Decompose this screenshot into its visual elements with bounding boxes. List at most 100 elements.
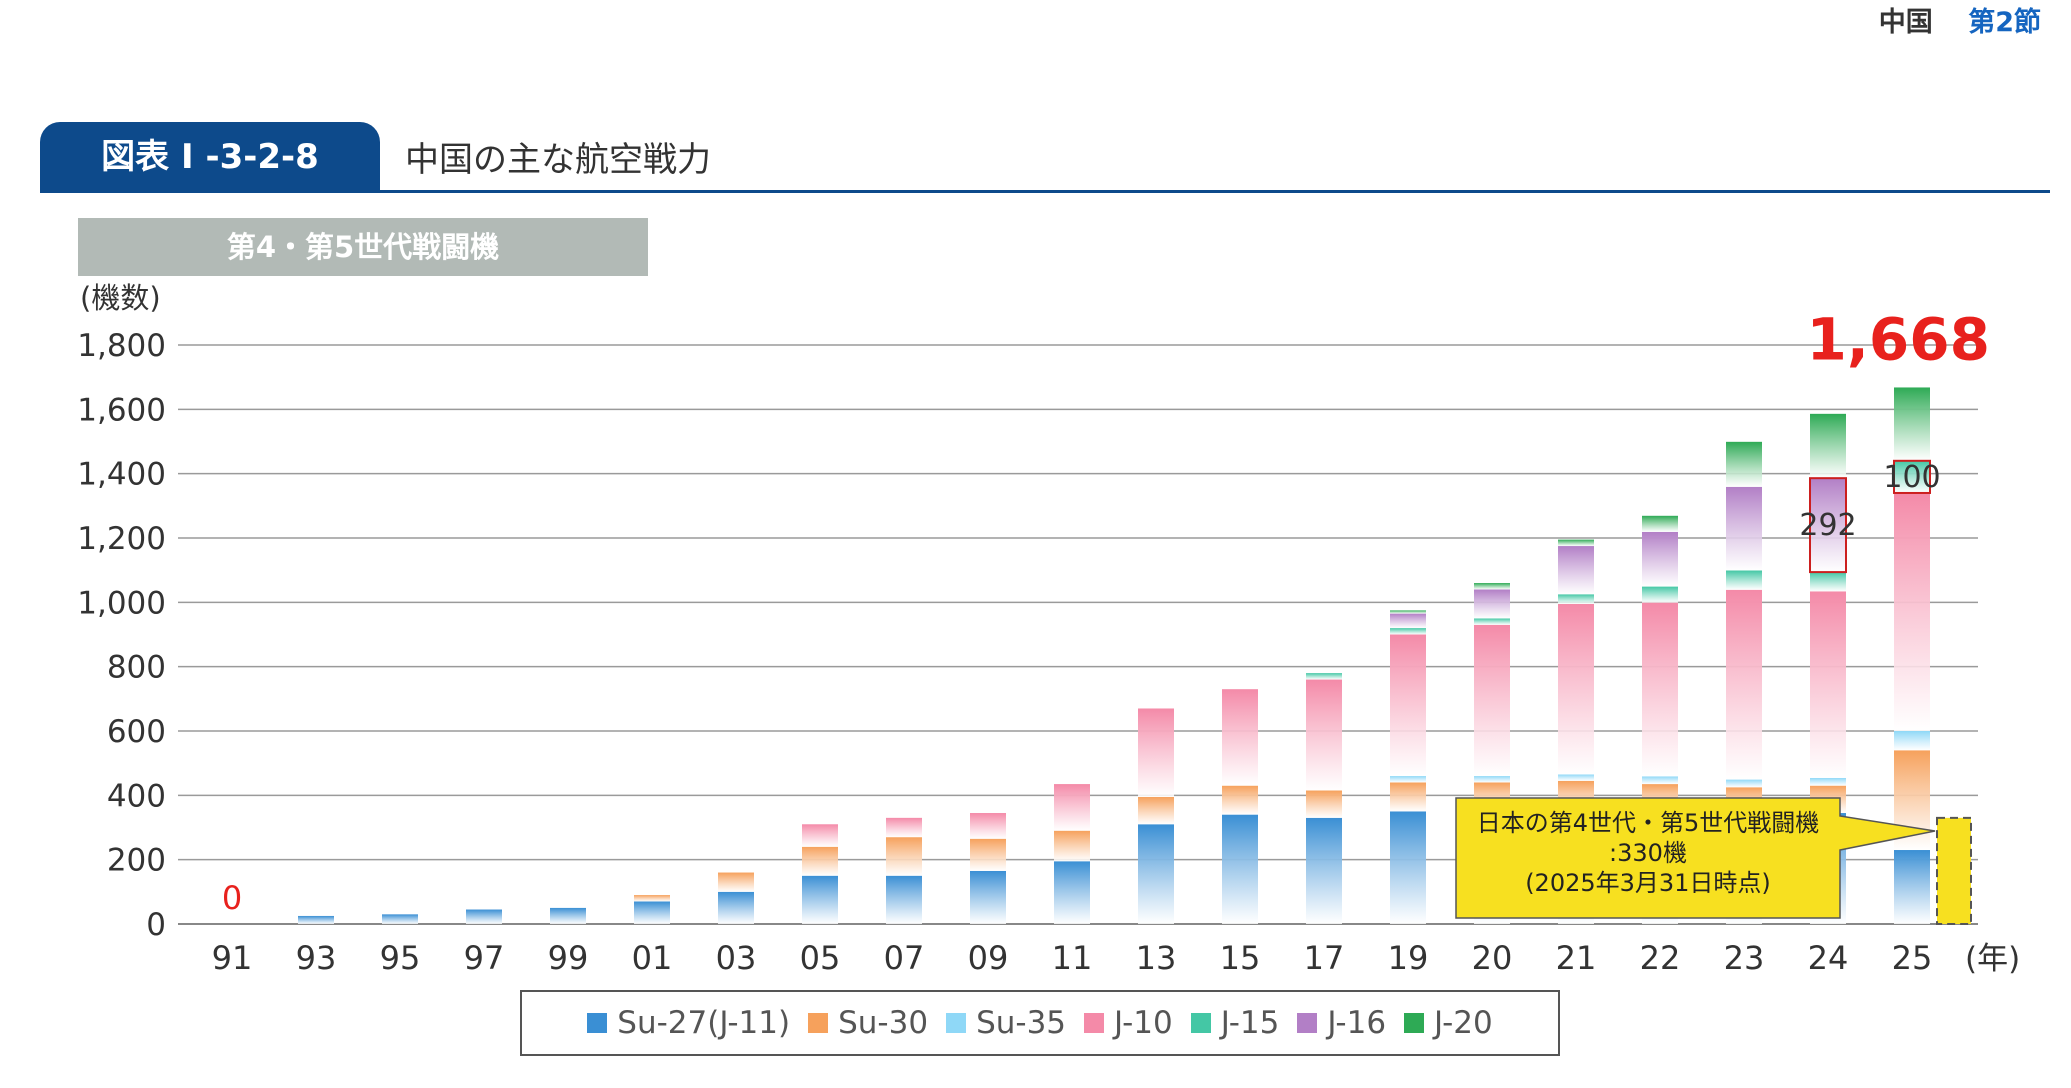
- legend-item: Su-27(J-11): [587, 1005, 790, 1041]
- bar-segment: [1558, 546, 1594, 595]
- bar-segment: [1642, 531, 1678, 587]
- y-tick-label: 1,600: [77, 392, 166, 428]
- bar-segment: [1894, 492, 1930, 731]
- x-tick-label: 11: [1052, 939, 1093, 977]
- bar-segment: [1054, 830, 1090, 862]
- legend-swatch: [1084, 1013, 1105, 1033]
- bar-segment: [1894, 387, 1930, 461]
- segment-value-label: 292: [1799, 508, 1856, 543]
- bar-segment: [1810, 413, 1846, 479]
- y-tick-label: 1,000: [77, 585, 166, 621]
- x-tick-label: 97: [464, 939, 505, 977]
- japan-comparison-bar: [1936, 816, 1972, 925]
- bar-segment: [1726, 589, 1762, 780]
- bar-segment: [1390, 776, 1426, 783]
- bar-segment: [802, 824, 838, 847]
- bar-segment: [802, 846, 838, 876]
- bar-segment: [1054, 784, 1090, 831]
- bar-segment: [1306, 817, 1342, 924]
- y-tick-label: 1,200: [77, 521, 166, 557]
- legend-label: J-15: [1220, 1005, 1280, 1041]
- bar-segment: [1390, 811, 1426, 924]
- total-value-label: 1,668: [1807, 305, 1990, 373]
- y-tick-label: 600: [107, 714, 166, 750]
- bar-segment: [1894, 850, 1930, 924]
- bar-segment: [1138, 824, 1174, 924]
- x-axis-unit-label: (年): [1965, 941, 2020, 977]
- page-header: 中国 第2節: [1879, 0, 2041, 39]
- bar-segment: [1810, 777, 1846, 786]
- bar-segment: [970, 870, 1006, 924]
- bar-segment: [1222, 814, 1258, 924]
- bar-segment: [298, 915, 334, 924]
- bar-segment: [1474, 776, 1510, 783]
- zero-value-label: 0: [222, 879, 242, 917]
- bar-segment: [1810, 591, 1846, 778]
- bar-segment: [886, 817, 922, 838]
- bar-segment: [1138, 708, 1174, 797]
- y-tick-label: 200: [107, 843, 166, 879]
- bar-segment: [1642, 776, 1678, 785]
- bar-segment: [1390, 782, 1426, 812]
- legend-label: Su-27(J-11): [617, 1005, 791, 1041]
- figure-title: 中国の主な航空戦力: [405, 140, 711, 180]
- bar-segment: [1390, 610, 1426, 614]
- bar-segment: [1222, 785, 1258, 815]
- bar-segment: [1306, 679, 1342, 791]
- legend-label: J-16: [1327, 1005, 1387, 1041]
- legend-item: J-15: [1190, 1005, 1280, 1041]
- chart-subtitle-banner: 第4・第5世代戦闘機: [78, 218, 648, 276]
- bar-segment: [802, 875, 838, 924]
- bar-segment: [1726, 441, 1762, 487]
- legend-item: J-10: [1084, 1005, 1173, 1041]
- bar-segment: [1558, 594, 1594, 604]
- bar-segment: [1390, 628, 1426, 635]
- x-tick-label: 21: [1556, 939, 1597, 977]
- legend-item: J-16: [1297, 1005, 1386, 1041]
- legend-swatch: [808, 1013, 829, 1033]
- bar-segment: [1390, 634, 1426, 777]
- x-tick-label: 23: [1724, 939, 1765, 977]
- bar-segment: [1726, 486, 1762, 571]
- bar-segment: [1474, 589, 1510, 619]
- x-tick-label: 20: [1472, 939, 1513, 977]
- legend-swatch: [1404, 1013, 1425, 1033]
- bar-segment: [1894, 460, 1930, 493]
- bar-segment: [1642, 602, 1678, 777]
- figure-number-tab: 図表 I -3-2-8: [40, 122, 380, 192]
- section-label: 第2節: [1968, 7, 2041, 38]
- y-tick-label: 0: [146, 907, 166, 943]
- bar-segment: [886, 837, 922, 876]
- bar-segment: [1558, 774, 1594, 781]
- legend-swatch: [1297, 1013, 1318, 1033]
- bar-segment: [1726, 570, 1762, 590]
- x-tick-label: 01: [632, 939, 673, 977]
- bar-segment: [550, 907, 586, 924]
- y-tick-label: 1,800: [77, 328, 166, 364]
- bar-segment: [466, 909, 502, 924]
- callout-line-2: :330機: [1609, 839, 1687, 867]
- legend-label: Su-35: [976, 1005, 1067, 1041]
- x-tick-label: 09: [968, 939, 1009, 977]
- x-tick-label: 03: [716, 939, 757, 977]
- bar-segment: [970, 838, 1006, 871]
- bar-segment: [1558, 603, 1594, 775]
- y-axis-label: (機数): [80, 281, 161, 315]
- japan-comparison-callout: [1455, 797, 1936, 919]
- x-tick-label: 91: [212, 939, 253, 977]
- bar-segment: [1222, 689, 1258, 786]
- bar-segment: [1726, 779, 1762, 788]
- japan-comparison-callout-text: 日本の第4世代・第5世代戦闘機 :330機 (2025年3月31日時点): [1458, 808, 1838, 898]
- highlight-box: [1809, 477, 1847, 574]
- bar-segment: [1306, 790, 1342, 818]
- x-tick-label: 15: [1220, 939, 1261, 977]
- highlight-box: [1893, 459, 1931, 494]
- title-divider: [40, 190, 2050, 193]
- x-tick-label: 05: [800, 939, 841, 977]
- y-tick-label: 400: [107, 778, 166, 814]
- bar-segment: [1558, 539, 1594, 547]
- legend-swatch: [587, 1013, 608, 1033]
- bar-segment: [1810, 572, 1846, 592]
- x-tick-label: 99: [548, 939, 589, 977]
